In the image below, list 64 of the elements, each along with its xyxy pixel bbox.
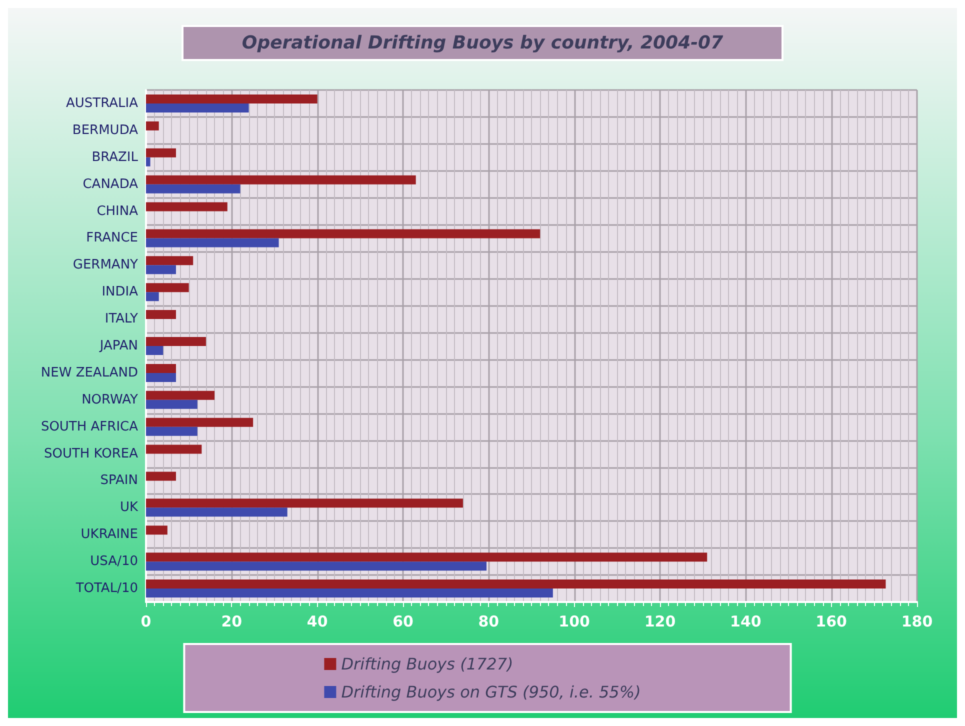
bar bbox=[146, 337, 206, 346]
y-tick-label: BRAZIL bbox=[92, 150, 139, 165]
bar bbox=[146, 265, 176, 274]
bar bbox=[146, 372, 176, 382]
bar bbox=[146, 588, 553, 598]
y-tick-label: FRANCE bbox=[86, 230, 138, 246]
legend-label: Drifting Buoys on GTS (950, i.e. 55%) bbox=[341, 682, 641, 702]
bar bbox=[146, 498, 463, 508]
bar bbox=[146, 256, 194, 266]
bar bbox=[146, 175, 416, 184]
chart-title: Operational Drifting Buoys by country, 2004-07 bbox=[242, 32, 724, 54]
x-tick-label: 160 bbox=[816, 612, 847, 630]
bar bbox=[146, 157, 150, 166]
x-tick-label: 0 bbox=[140, 612, 152, 630]
x-tick-label: 180 bbox=[901, 612, 933, 630]
y-tick-label: SOUTH KOREA bbox=[44, 446, 138, 462]
y-tick-label: SPAIN bbox=[100, 473, 138, 488]
bar bbox=[146, 184, 240, 194]
x-tick-label: 140 bbox=[730, 612, 762, 630]
bar bbox=[146, 103, 249, 112]
bar bbox=[146, 94, 318, 104]
bar bbox=[146, 310, 176, 320]
bar bbox=[146, 346, 164, 355]
bar bbox=[146, 238, 279, 248]
y-tick-label: TOTAL/10 bbox=[74, 581, 138, 596]
y-tick-label: CHINA bbox=[96, 204, 138, 219]
x-tick-label: 120 bbox=[644, 612, 676, 630]
bar bbox=[146, 121, 159, 130]
y-tick-label: UKRAINE bbox=[80, 527, 138, 542]
x-tick-label: 20 bbox=[221, 612, 242, 630]
legend-label: Drifting Buoys (1727) bbox=[341, 654, 514, 674]
bar bbox=[146, 283, 189, 292]
x-tick-label: 100 bbox=[558, 612, 590, 630]
y-tick-label: CANADA bbox=[82, 176, 138, 192]
bar bbox=[146, 390, 215, 400]
bar bbox=[146, 229, 540, 238]
bar bbox=[146, 444, 202, 454]
y-tick-label: INDIA bbox=[102, 284, 138, 300]
bar bbox=[146, 426, 198, 436]
y-tick-label: NEW ZEALAND bbox=[40, 365, 138, 380]
x-tick-label: 40 bbox=[306, 612, 328, 630]
y-tick-label: BERMUDA bbox=[72, 122, 138, 138]
bar bbox=[146, 400, 198, 409]
x-tick-label: 60 bbox=[392, 612, 414, 630]
bar bbox=[146, 562, 487, 571]
bar bbox=[146, 202, 228, 212]
y-tick-label: NORWAY bbox=[82, 392, 138, 408]
y-tick-label: ITALY bbox=[104, 312, 138, 327]
bar bbox=[146, 580, 886, 589]
bar bbox=[146, 526, 168, 535]
y-tick-label: JAPAN bbox=[98, 338, 138, 354]
bar bbox=[146, 552, 708, 562]
bar bbox=[146, 508, 288, 517]
bar bbox=[146, 292, 159, 302]
y-tick-label: AUSTRALIA bbox=[66, 96, 138, 111]
y-tick-label: SOUTH AFRICA bbox=[40, 419, 138, 434]
bar bbox=[146, 418, 254, 427]
y-tick-label: USA/10 bbox=[90, 554, 138, 570]
bar bbox=[146, 472, 176, 481]
bar bbox=[146, 148, 176, 158]
y-tick-label: UK bbox=[120, 500, 138, 516]
bar bbox=[146, 364, 176, 373]
x-tick-label: 80 bbox=[478, 612, 500, 630]
y-tick-label: GERMANY bbox=[72, 258, 138, 273]
